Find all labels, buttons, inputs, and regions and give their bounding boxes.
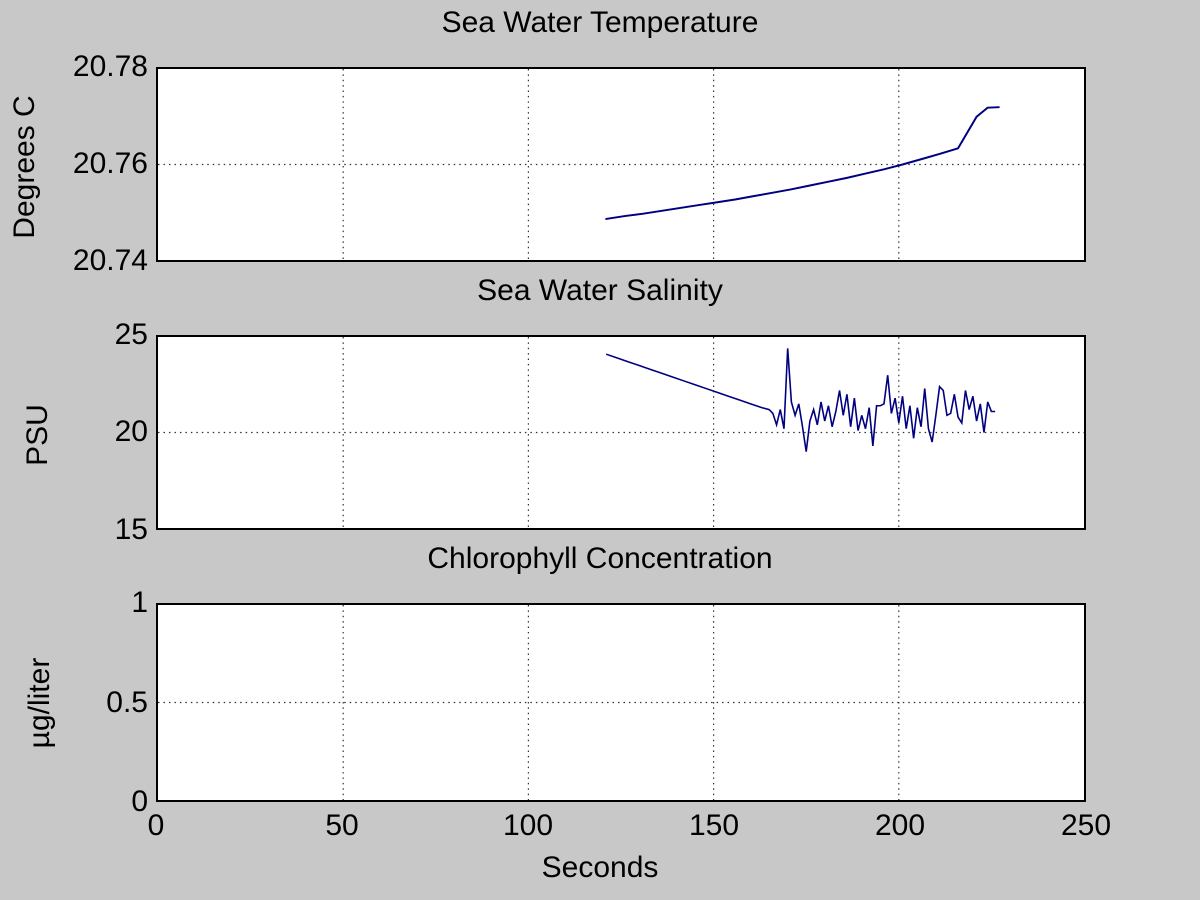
ytick-salinity-25: 25 [114, 318, 148, 351]
ytick-temperature-2074: 20.74 [72, 244, 148, 277]
ytick-chlorophyll-05: 0.5 [106, 686, 148, 719]
data-line-temperature [605, 106, 1000, 220]
ytick-salinity-20: 20 [114, 415, 148, 448]
plot-area-salinity[interactable] [156, 335, 1086, 530]
ytick-temperature-2078: 20.78 [72, 50, 148, 83]
gridlines-temperature [158, 69, 1084, 260]
gridlines-salinity [158, 337, 1084, 528]
ytick-salinity-15: 15 [114, 513, 148, 546]
ytick-chlorophyll-0: 0 [131, 785, 148, 818]
ytick-chlorophyll-1: 1 [131, 586, 148, 619]
panel-title-chlorophyll: Chlorophyll Concentration [427, 542, 773, 575]
axis-label-seconds: Seconds [541, 851, 659, 884]
panel-sea-water-temperature: Sea Water Temperature Degrees C 20.78 20… [0, 0, 1200, 277]
plot-svg-chlorophyll [158, 605, 1084, 800]
xtick-100: 100 [502, 809, 554, 842]
ytick-temperature-2076: 20.76 [72, 147, 148, 180]
gridlines-chlorophyll [158, 605, 1084, 800]
panel-title-temperature: Sea Water Temperature [441, 6, 759, 39]
panel-chlorophyll-concentration: Chlorophyll Concentration µg/liter 1 0.5… [0, 536, 1200, 900]
xtick-200: 200 [874, 809, 926, 842]
plot-area-chlorophyll[interactable] [156, 603, 1086, 802]
plot-svg-temperature [158, 69, 1084, 260]
panel-title-salinity: Sea Water Salinity [477, 274, 723, 307]
xtick-250: 250 [1060, 809, 1112, 842]
xtick-150: 150 [688, 809, 740, 842]
plot-area-temperature[interactable] [156, 67, 1086, 262]
plot-svg-salinity [158, 337, 1084, 528]
data-line-salinity [605, 348, 996, 452]
panel-sea-water-salinity: Sea Water Salinity PSU 25 20 15 [0, 268, 1200, 546]
xtick-50: 50 [325, 809, 359, 842]
xtick-0: 0 [147, 809, 165, 842]
